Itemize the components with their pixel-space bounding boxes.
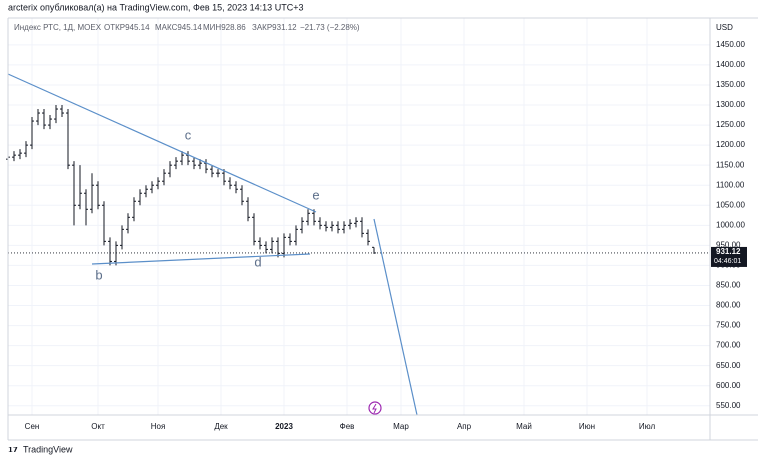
y-tick-label: 1250.00 xyxy=(716,120,745,129)
wave-label: b xyxy=(95,267,102,282)
x-tick-label: Сен xyxy=(25,422,40,431)
y-tick-label: 700.00 xyxy=(716,341,741,350)
x-tick-label: Ноя xyxy=(151,422,166,431)
currency: USD xyxy=(716,23,733,32)
trend-line xyxy=(373,218,418,416)
legend-open: ОТКР945.14 xyxy=(104,23,150,32)
x-tick-label: Май xyxy=(516,422,532,431)
y-tick-label: 1050.00 xyxy=(716,200,745,209)
y-tick-label: 1450.00 xyxy=(716,40,745,49)
x-tick-label: Окт xyxy=(91,422,105,431)
brand-logo: 𝟭𝟳 xyxy=(8,447,18,454)
legend: Индекс РТС, 1Д, MOEX ОТКР945.14 МАКС945.… xyxy=(14,23,360,32)
x-tick-label: 2023 xyxy=(275,422,293,431)
y-tick-label: 850.00 xyxy=(716,281,741,290)
trend-line xyxy=(7,73,317,213)
y-tick-label: 1100.00 xyxy=(716,180,745,189)
y-tick-label: 600.00 xyxy=(716,381,741,390)
y-tick-label: 1150.00 xyxy=(716,160,745,169)
y-tick-label: 1200.00 xyxy=(716,140,745,149)
grid xyxy=(8,18,710,415)
wave-label: c xyxy=(185,127,192,142)
x-tick-label: Дек xyxy=(214,422,228,431)
legend-symbol: Индекс РТС, 1Д, MOEX xyxy=(14,23,102,32)
trend-line xyxy=(91,253,311,265)
y-tick-label: 650.00 xyxy=(716,361,741,370)
legend-high: МАКС945.14 xyxy=(155,23,202,32)
y-tick-label: 1400.00 xyxy=(716,60,745,69)
y-tick-label: 1000.00 xyxy=(716,220,745,229)
x-tick-label: Апр xyxy=(457,422,472,431)
last-price-badge xyxy=(711,246,747,267)
event-icon-glyph xyxy=(372,403,377,414)
x-tick-label: Июн xyxy=(579,422,595,431)
legend-close: ЗАКР931.12 xyxy=(252,23,297,32)
legend-change: −21.73 (−2.28%) xyxy=(300,23,360,32)
y-tick-label: 1350.00 xyxy=(716,80,745,89)
bars xyxy=(6,105,376,266)
brand: TradingView xyxy=(23,444,73,454)
y-tick-label: 1300.00 xyxy=(716,100,745,109)
y-tick-label: 750.00 xyxy=(716,321,741,330)
axis: 550.00 600.00 650.00 700.00 750.00 800.00 850.… xyxy=(25,40,747,431)
wave-label: d xyxy=(254,254,261,269)
y-tick-label: 800.00 xyxy=(716,301,741,310)
x-tick-label: Фев xyxy=(340,422,355,431)
y-tick-label: 950.00 xyxy=(716,240,741,249)
x-tick-label: Июл xyxy=(639,422,656,431)
event-icon[interactable] xyxy=(368,401,382,415)
y-tick-label: 550.00 xyxy=(716,401,741,410)
last-price-label: 931.12 xyxy=(716,247,741,256)
wave-label: e xyxy=(312,187,319,202)
x-tick-label: Мар xyxy=(393,422,409,431)
legend-low: МИН928.86 xyxy=(203,23,246,32)
countdown: 04:46:01 xyxy=(714,258,741,265)
header: arcterix опубликовал(а) на TradingView.c… xyxy=(8,2,303,12)
